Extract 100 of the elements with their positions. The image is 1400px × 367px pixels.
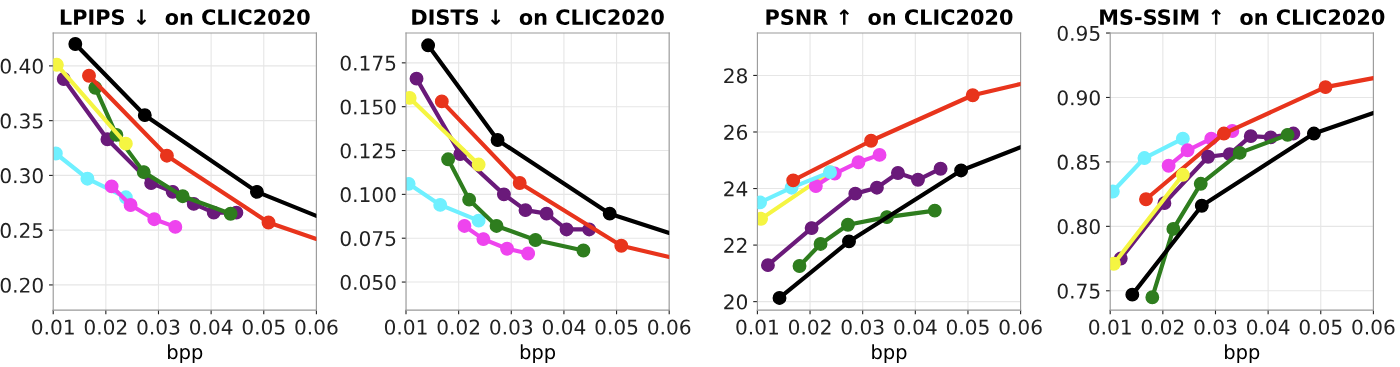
y-tick-label: 0.80: [1057, 219, 1100, 235]
point: [137, 108, 152, 123]
y-tick-label: 26: [724, 124, 748, 140]
point: [147, 212, 162, 227]
point: [559, 222, 574, 237]
y-tick-label: 0.075: [340, 230, 396, 247]
point: [68, 37, 83, 51]
x-tick-label: 0.03: [490, 319, 533, 335]
chart-title: MS-SSIM ↑ on CLIC2020: [1100, 9, 1385, 25]
point: [933, 161, 948, 176]
x-tick-label: 0.05: [1299, 319, 1342, 335]
point: [249, 184, 264, 199]
y-tick-label: 0.95: [1057, 25, 1100, 41]
point: [406, 90, 417, 105]
point: [1175, 167, 1190, 182]
x-tick-label: 0.04: [190, 319, 233, 335]
point: [927, 203, 942, 218]
point: [53, 57, 64, 72]
point: [159, 148, 174, 163]
point: [441, 152, 456, 167]
point: [82, 68, 96, 83]
point: [433, 197, 448, 212]
point: [476, 232, 491, 247]
y-tick-label: 24: [724, 181, 748, 197]
x-tick-label: 0.04: [894, 319, 937, 335]
point: [1306, 126, 1321, 141]
x-axis-title: bpp: [168, 344, 203, 364]
point: [864, 133, 879, 148]
point: [1139, 192, 1153, 207]
point: [1180, 143, 1195, 158]
point: [1137, 151, 1152, 165]
point: [409, 71, 424, 86]
point: [911, 172, 925, 187]
point: [261, 215, 276, 230]
y-tick-label: 0.35: [0, 113, 43, 129]
point: [1125, 287, 1140, 302]
point: [1216, 126, 1231, 141]
point: [813, 237, 828, 251]
point: [757, 211, 769, 226]
point: [869, 180, 884, 195]
point: [772, 291, 787, 305]
point: [528, 233, 543, 247]
y-tick-label: 28: [724, 68, 747, 84]
point: [489, 218, 504, 233]
point: [500, 241, 515, 256]
x-axis-title: bpp: [520, 344, 556, 364]
point: [471, 213, 486, 228]
point: [421, 38, 436, 53]
x-tick-label: 0.05: [946, 319, 989, 335]
x-tick-label: 0.03: [841, 319, 884, 335]
x-tick-label: 0.06: [1352, 319, 1395, 335]
point: [808, 179, 823, 193]
y-tick-label: 0.125: [340, 143, 396, 159]
y-tick-label: 0.75: [1057, 283, 1100, 299]
point: [123, 198, 138, 212]
point: [457, 218, 472, 233]
y-tick-label: 0.20: [0, 277, 43, 293]
y-tick-label: 0.40: [0, 58, 43, 74]
x-tick-label: 0.01: [1089, 319, 1131, 335]
point: [965, 88, 980, 103]
point: [842, 234, 856, 249]
point: [168, 219, 183, 234]
x-tick-label: 0.04: [1247, 319, 1290, 335]
point: [462, 192, 477, 207]
x-tick-label: 0.06: [295, 319, 338, 335]
point: [576, 243, 591, 258]
point: [840, 217, 855, 232]
x-tick-label: 0.04: [542, 319, 586, 335]
x-tick-label: 0.03: [1194, 319, 1237, 335]
point: [434, 94, 449, 109]
point: [1201, 149, 1216, 164]
point: [1193, 176, 1208, 191]
x-tick-label: 0.01: [32, 319, 74, 335]
point: [175, 189, 190, 204]
point: [1232, 145, 1247, 160]
y-tick-label: 0.050: [340, 274, 396, 290]
point: [496, 187, 511, 202]
point: [804, 221, 819, 236]
y-tick-label: 0.30: [0, 168, 43, 184]
point: [471, 157, 486, 172]
chart-title: LPIPS ↓ on CLIC2020: [60, 9, 310, 25]
x-axis-title: bpp: [1225, 344, 1260, 364]
point: [760, 258, 775, 273]
x-tick-label: 0.02: [1141, 319, 1184, 335]
point: [104, 179, 119, 194]
x-tick-label: 0.06: [999, 319, 1042, 335]
y-tick-label: 0.175: [340, 55, 396, 71]
y-tick-label: 0.90: [1057, 90, 1100, 106]
point: [872, 147, 887, 162]
y-tick-label: 22: [724, 237, 747, 253]
chart-title: PSNR ↑ on CLIC2020: [766, 9, 1013, 25]
chart-title: DISTS ↓ on CLIC2020: [412, 9, 664, 25]
point: [80, 171, 95, 186]
point: [891, 166, 905, 180]
point: [602, 206, 617, 221]
point: [792, 259, 807, 273]
point: [118, 136, 133, 151]
point: [614, 238, 629, 253]
point: [1194, 198, 1209, 213]
point: [512, 176, 527, 190]
